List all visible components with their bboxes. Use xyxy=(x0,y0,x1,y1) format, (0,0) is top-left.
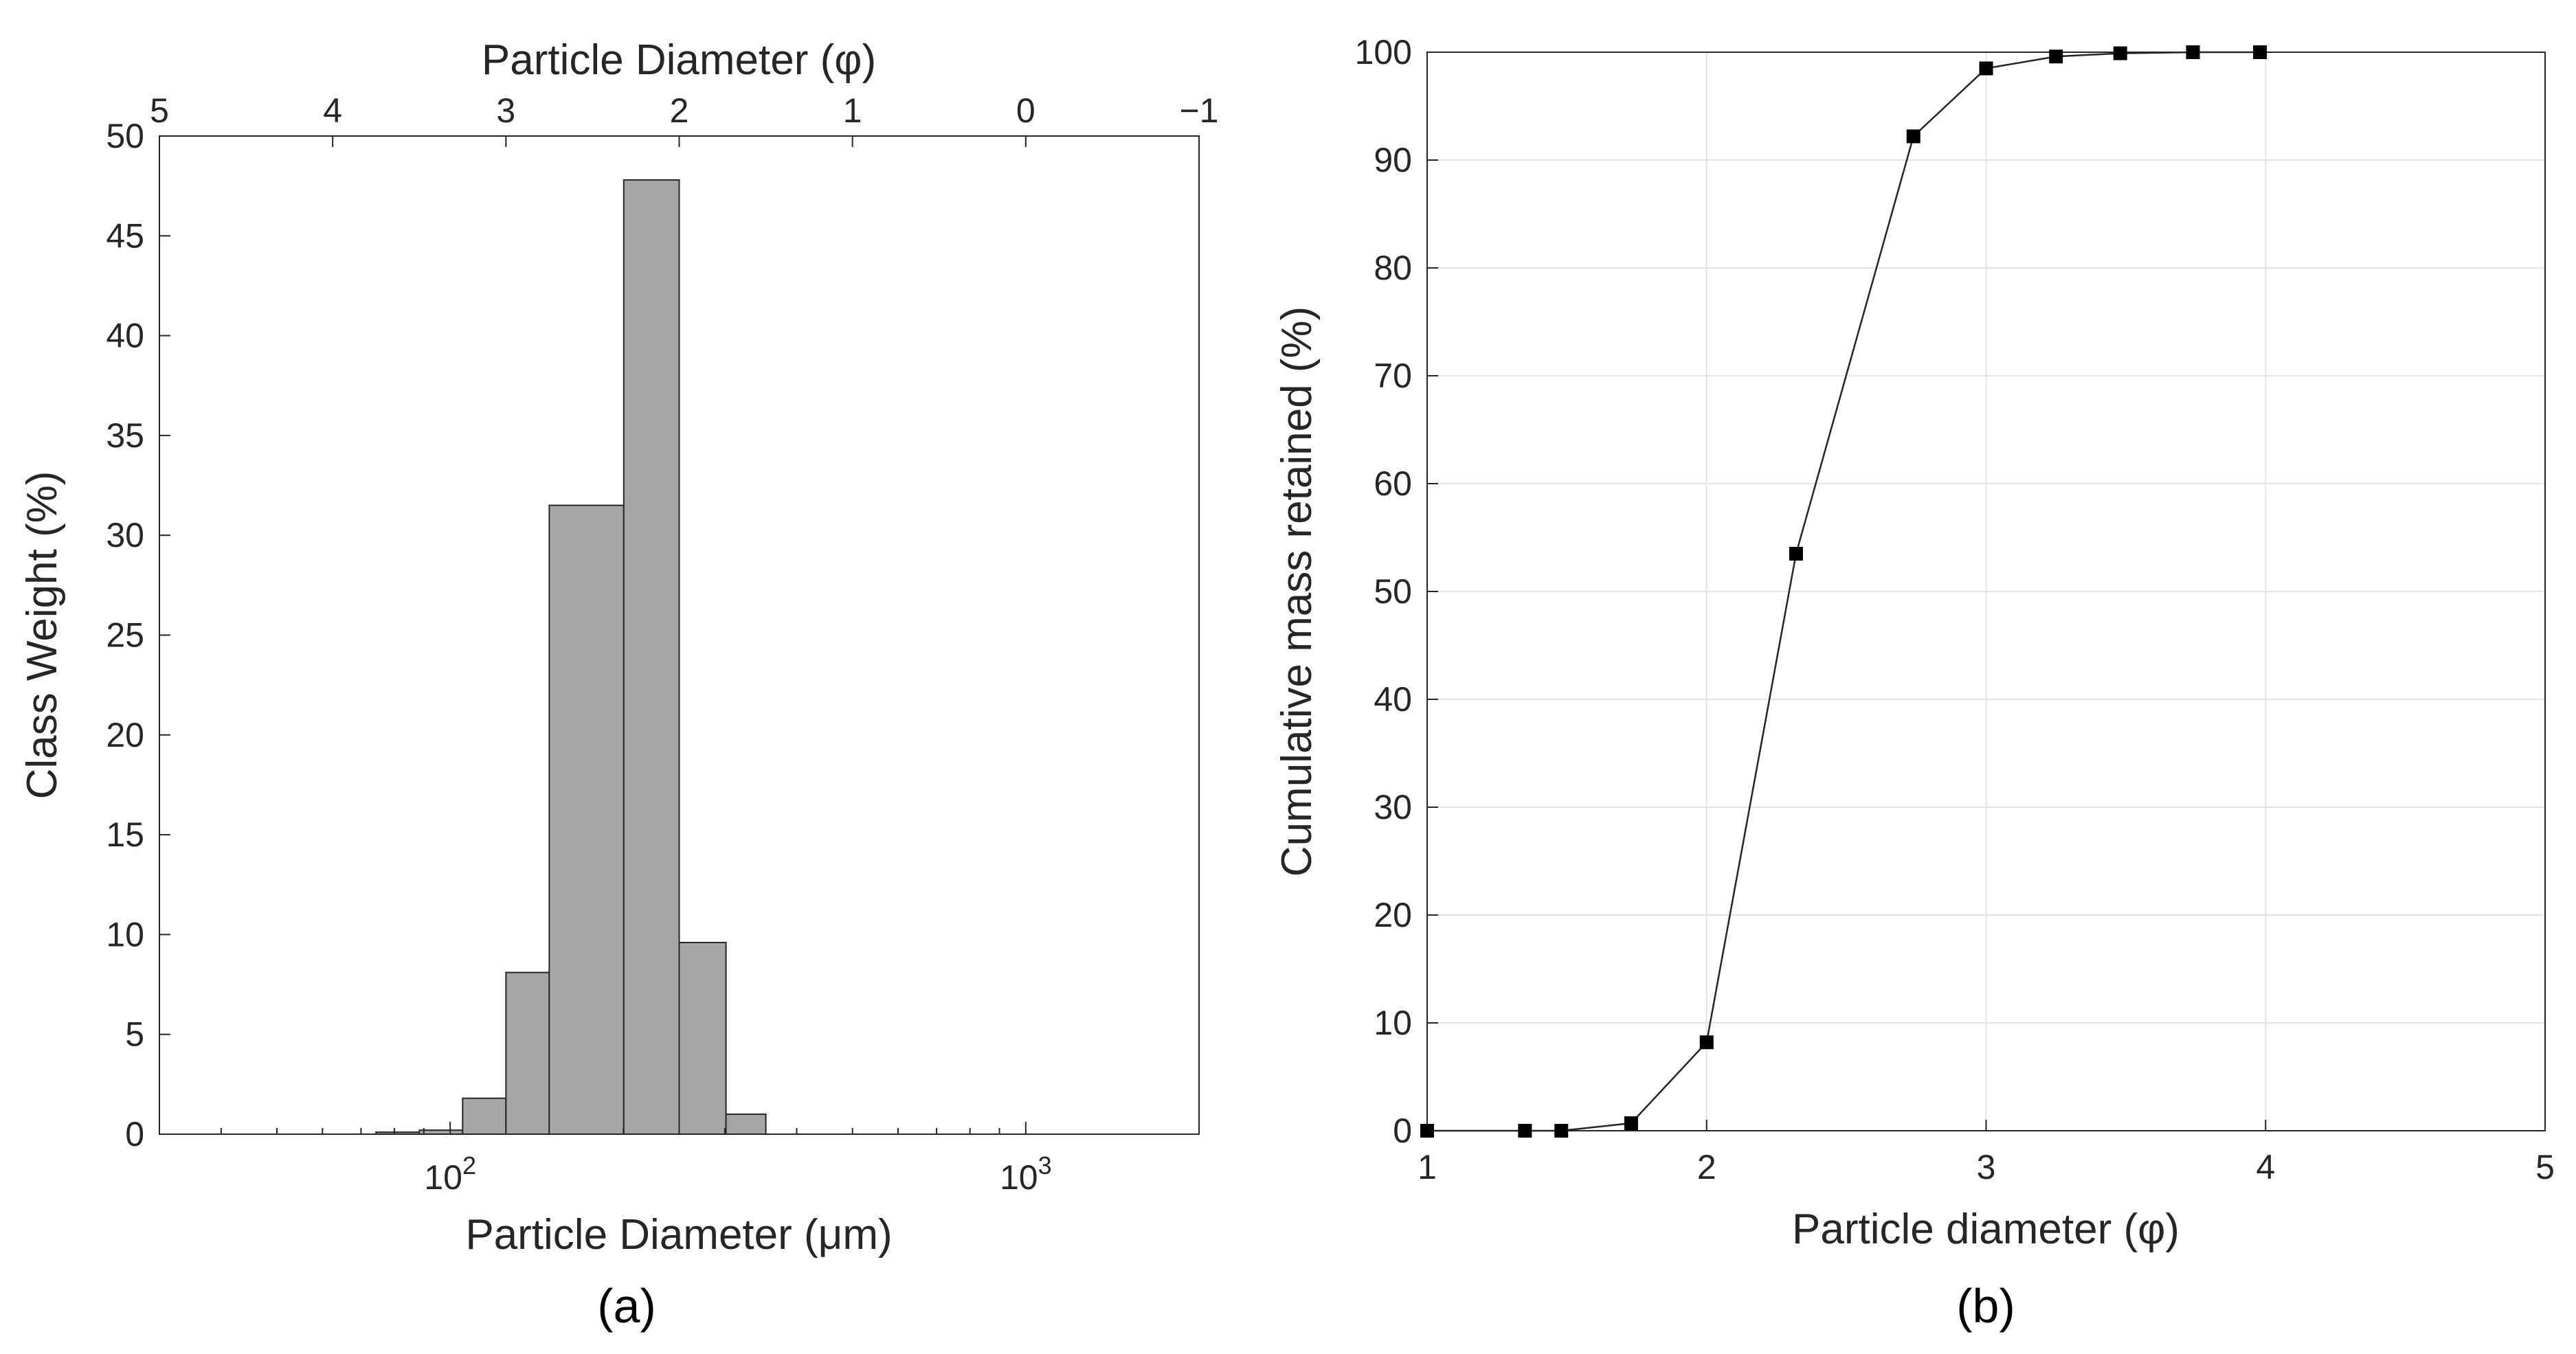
data-point-marker xyxy=(1906,129,1920,144)
histogram-bar-3 xyxy=(505,971,550,1136)
panel-b-markers xyxy=(1420,45,2267,1138)
x-tick-label: 103 xyxy=(1000,1151,1052,1197)
histogram-bar-4 xyxy=(548,504,625,1135)
x-tick-label: 102 xyxy=(424,1151,476,1197)
x2-tick-label: 1 xyxy=(843,91,862,130)
panel-b-label: (b) xyxy=(1956,1279,2015,1333)
y-tick-label: 15 xyxy=(106,815,144,854)
data-point-marker xyxy=(1699,1035,1714,1050)
y-tick-label: 10 xyxy=(106,915,144,954)
y-tick-label: 50 xyxy=(106,117,144,155)
data-point-marker xyxy=(2113,46,2127,60)
x2-tick-label: −1 xyxy=(1179,91,1218,130)
panel-b-y-axis-label: Cumulative mass retained (%) xyxy=(1273,306,1321,877)
y-tick-label: 35 xyxy=(106,416,144,455)
y-tick-label: 45 xyxy=(106,216,144,255)
histogram-bar-6 xyxy=(678,942,727,1136)
histogram-bar-7 xyxy=(725,1113,767,1135)
y-tick-label: 100 xyxy=(1355,33,1412,71)
data-point-marker xyxy=(1554,1124,1569,1138)
panel-b-y-ticks: 0 10 20 30 40 50 60 70 80 90 100 xyxy=(1355,33,1438,1150)
data-point-marker xyxy=(1518,1124,1532,1138)
data-point-marker xyxy=(1420,1124,1434,1138)
panel-b-x-axis-label: Particle diameter (φ) xyxy=(1792,1206,2180,1253)
y-tick-label: 40 xyxy=(1374,680,1412,719)
x2-tick-label: 4 xyxy=(323,91,342,130)
x2-tick-label: 5 xyxy=(150,91,169,130)
x-tick-label: 1 xyxy=(1418,1148,1437,1186)
histogram-bar-5 xyxy=(623,179,680,1135)
y-tick-label: 40 xyxy=(106,317,144,355)
data-point-marker xyxy=(2253,45,2267,59)
data-point-marker xyxy=(1624,1116,1638,1131)
data-point-marker xyxy=(1979,61,1993,76)
y-tick-label: 20 xyxy=(1374,896,1412,934)
y-tick-label: 20 xyxy=(106,716,144,754)
panel-a-x-axis-label: Particle Diameter (μm) xyxy=(465,1211,892,1259)
x2-tick-label: 3 xyxy=(496,91,515,130)
panel-a-y-axis-label: Class Weight (%) xyxy=(19,471,66,800)
panel-a-bars xyxy=(375,179,767,1136)
panel-a-y-ticks: 0 5 10 15 20 25 30 35 40 45 50 xyxy=(106,117,170,1153)
x2-tick-label: 2 xyxy=(670,91,689,130)
y-tick-label: 30 xyxy=(106,516,144,554)
y-tick-label: 25 xyxy=(106,616,144,655)
panel-b-x-ticks: 1 2 3 4 5 xyxy=(1418,1120,2555,1186)
panel-b-grid xyxy=(1426,52,2546,1131)
x2-tick-label: 0 xyxy=(1016,91,1035,130)
x-tick-label: 2 xyxy=(1697,1148,1716,1186)
panel-a-label: (a) xyxy=(597,1279,656,1333)
panel-a-top-x-axis-label: Particle Diameter (φ) xyxy=(482,36,876,84)
y-tick-label: 0 xyxy=(125,1115,144,1153)
y-tick-label: 0 xyxy=(1393,1112,1412,1150)
y-tick-label: 50 xyxy=(1374,572,1412,611)
y-tick-label: 90 xyxy=(1374,141,1412,179)
panel-a-top-x-ticks: 5 4 3 2 1 0 −1 xyxy=(150,91,1219,147)
data-point-marker xyxy=(2049,49,2063,64)
x-tick-label: 4 xyxy=(2256,1148,2275,1186)
y-tick-label: 70 xyxy=(1374,357,1412,395)
data-point-marker xyxy=(2186,45,2200,59)
x-tick-label: 3 xyxy=(1977,1148,1996,1186)
histogram-bar-2 xyxy=(462,1097,507,1136)
x-tick-label: 5 xyxy=(2535,1148,2555,1186)
data-point-marker xyxy=(1789,547,1803,561)
y-tick-label: 10 xyxy=(1374,1004,1412,1042)
y-tick-label: 5 xyxy=(125,1015,144,1054)
y-tick-label: 80 xyxy=(1374,249,1412,287)
panel-b-cumulative-curve: 0 10 20 30 40 50 60 70 80 90 100 1 2 3 4 5 Cumulative … xyxy=(1273,33,2555,1333)
y-tick-label: 60 xyxy=(1374,464,1412,503)
y-tick-label: 30 xyxy=(1374,788,1412,826)
panel-a-x-ticks: 102 103 xyxy=(220,1122,1200,1197)
